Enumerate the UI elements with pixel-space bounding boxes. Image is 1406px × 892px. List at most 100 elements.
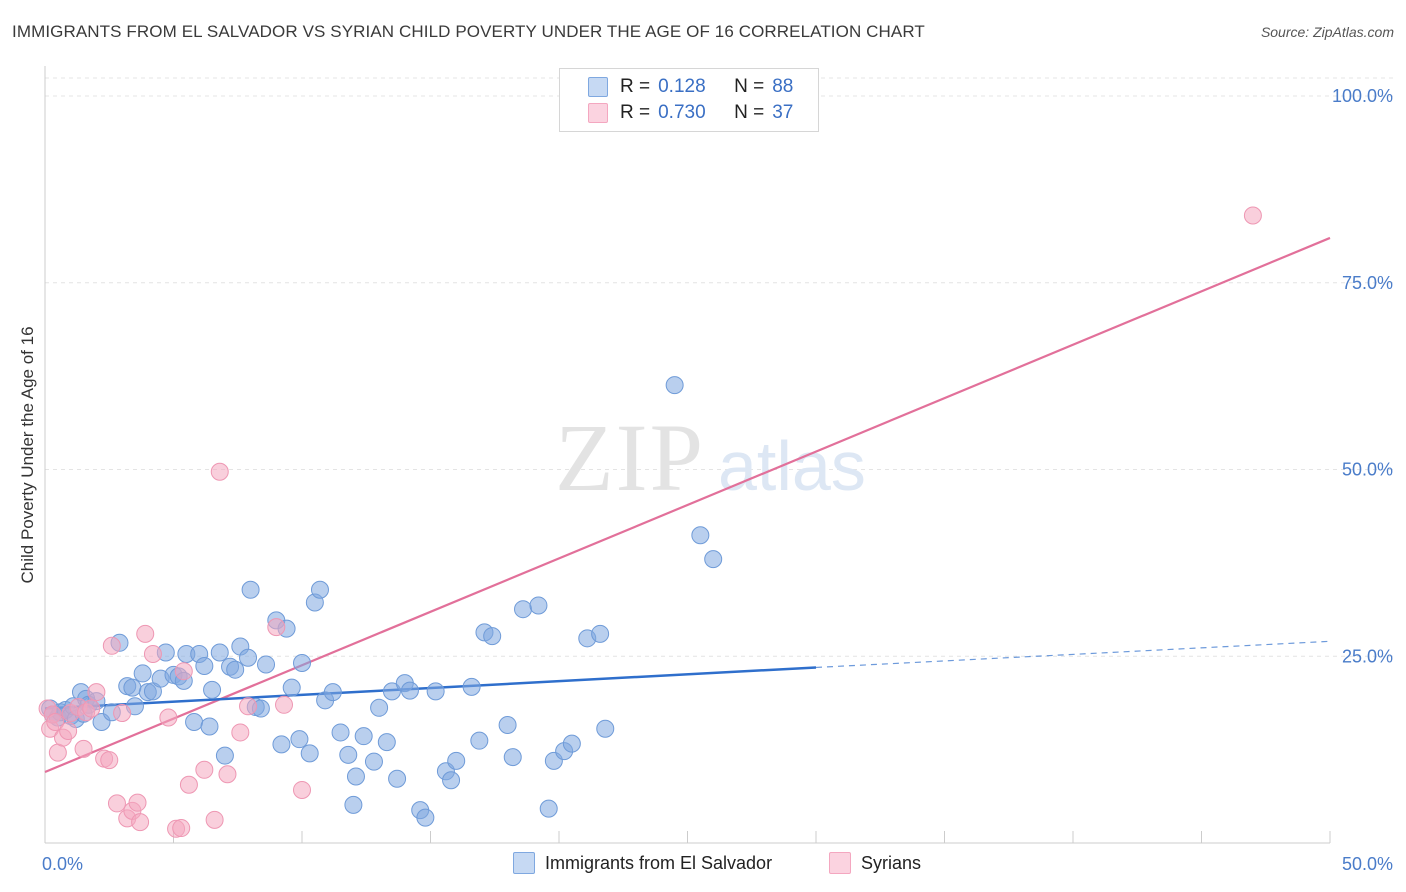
series-legend: Immigrants from El Salvador Syrians: [0, 852, 1406, 878]
point-salvador: [470, 731, 489, 750]
point-salvador: [241, 580, 260, 599]
tick-labels: 25.0% 50.0% 75.0% 100.0% 0.0% 50.0%: [42, 86, 1393, 874]
watermark-zip: ZIP: [555, 404, 705, 511]
y-tick-label: 25.0%: [1342, 646, 1393, 666]
point-salvador: [272, 735, 291, 754]
chart-title: IMMIGRANTS FROM EL SALVADOR VS SYRIAN CH…: [12, 22, 925, 41]
point-salvador: [346, 767, 365, 786]
legend-n-value: 37: [772, 102, 794, 123]
point-syrian: [159, 708, 178, 727]
point-syrian: [48, 743, 67, 762]
point-salvador: [339, 745, 358, 764]
point-salvador: [462, 677, 481, 696]
x-tick-label: 50.0%: [1342, 854, 1393, 874]
points-syrian: [38, 206, 1262, 838]
point-salvador: [195, 656, 214, 675]
legend-n-label: N =: [734, 76, 765, 97]
point-salvador: [426, 682, 445, 701]
point-salvador: [483, 627, 502, 646]
point-salvador: [239, 648, 258, 667]
point-syrian: [179, 775, 198, 794]
point-salvador: [704, 550, 723, 569]
point-salvador: [416, 808, 435, 827]
point-salvador: [354, 727, 373, 746]
x-tick-label: 0.0%: [42, 854, 83, 874]
y-axis-label: Child Poverty Under the Age of 16: [18, 326, 37, 584]
point-syrian: [102, 636, 121, 655]
point-syrian: [172, 819, 191, 838]
series-legend-label: Immigrants from El Salvador: [545, 852, 773, 873]
y-tick-label: 50.0%: [1342, 460, 1393, 480]
legend-row-salvador: R = 0.128 N = 88: [588, 75, 793, 99]
point-syrian: [59, 721, 78, 740]
point-syrian: [74, 739, 93, 758]
point-salvador: [442, 771, 461, 790]
point-syrian: [293, 780, 311, 799]
point-salvador: [498, 715, 517, 734]
trend-lines: [44, 236, 1331, 774]
point-syrian: [174, 662, 193, 681]
point-salvador: [529, 596, 548, 615]
point-syrian: [210, 462, 229, 481]
point-salvador: [591, 624, 610, 643]
point-salvador: [503, 748, 522, 767]
point-salvador: [596, 719, 615, 738]
point-salvador: [200, 717, 219, 736]
point-syrian: [46, 712, 65, 731]
legend-r-label: R =: [620, 76, 651, 97]
point-salvador: [123, 678, 142, 697]
legend-r-label: R =: [620, 102, 651, 123]
point-salvador: [185, 712, 204, 731]
y-tick-label: 100.0%: [1332, 86, 1393, 106]
point-salvador: [290, 730, 309, 749]
point-salvador: [447, 751, 466, 770]
series-legend-label: Syrians: [861, 852, 922, 873]
point-syrian: [267, 618, 286, 637]
point-syrian: [82, 699, 101, 718]
point-salvador: [514, 600, 533, 619]
legend-swatch-salvador: [588, 77, 608, 97]
series-swatch-syrian: [829, 852, 851, 874]
point-salvador: [377, 733, 396, 752]
point-salvador: [282, 678, 301, 697]
point-syrian: [113, 704, 132, 723]
watermark-atlas: atlas: [718, 427, 866, 505]
point-syrian: [231, 723, 250, 742]
point-syrian: [1243, 206, 1262, 225]
point-salvador: [323, 683, 342, 702]
stats-legend: R = 0.128 N = 88 R = 0.730 N = 37: [559, 68, 819, 132]
point-salvador: [382, 682, 401, 701]
point-salvador: [400, 681, 419, 700]
point-salvador: [215, 746, 234, 765]
point-salvador: [364, 752, 383, 771]
legend-n-value: 88: [772, 76, 794, 97]
point-salvador: [691, 526, 710, 545]
series-swatch-salvador: [513, 852, 535, 874]
point-syrian: [100, 751, 119, 770]
trend-line-salvador-dashed: [815, 640, 1331, 669]
series-legend-salvador: Immigrants from El Salvador: [513, 852, 772, 874]
point-syrian: [205, 810, 224, 829]
point-salvador: [388, 769, 407, 788]
point-syrian: [143, 645, 162, 664]
point-salvador: [210, 643, 229, 662]
legend-row-syrian: R = 0.730 N = 37: [588, 101, 793, 125]
point-salvador: [370, 698, 389, 717]
point-syrian: [128, 793, 147, 812]
series-legend-syrian: Syrians: [829, 852, 921, 874]
legend-r-value: 0.128: [658, 76, 706, 97]
point-salvador: [562, 734, 581, 753]
gridlines: [45, 77, 1395, 657]
point-syrian: [87, 683, 106, 702]
point-salvador: [226, 660, 245, 679]
point-salvador: [133, 664, 152, 683]
point-syrian: [239, 697, 258, 716]
point-salvador: [293, 653, 311, 672]
point-syrian: [195, 760, 214, 779]
point-syrian: [275, 695, 294, 714]
legend-swatch-syrian: [588, 103, 608, 123]
trend-line-syrian: [44, 236, 1331, 774]
legend-r-value: 0.730: [658, 102, 706, 123]
point-syrian: [107, 794, 126, 813]
